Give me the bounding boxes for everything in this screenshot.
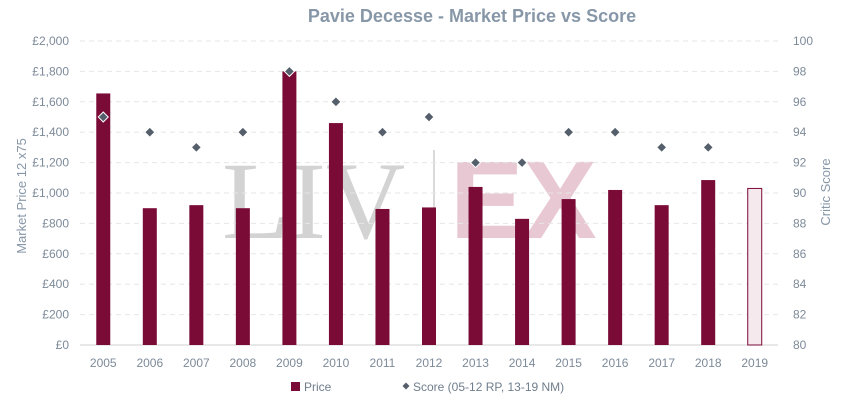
score-marker (190, 141, 203, 154)
price-bar (375, 208, 390, 345)
y2-tick-label: 88 (793, 216, 807, 230)
x-tick-label: 2012 (416, 356, 443, 370)
x-axis-ticks: 2005 2006 2007 2008 2009 2010 2011 2012 2013 2014… (90, 356, 768, 370)
x-tick-label: 2007 (183, 356, 210, 370)
score-marker (283, 65, 296, 78)
livex-watermark-logo: LIV EX (222, 139, 597, 262)
x-tick-label: 2015 (555, 356, 582, 370)
x-tick-label: 2017 (648, 356, 675, 370)
y-tick-label: £1,600 (32, 95, 69, 109)
score-marker (237, 126, 249, 138)
x-tick-label: 2019 (741, 356, 768, 370)
legend-price-label: Price (304, 380, 332, 394)
score-marker (376, 126, 389, 138)
score-marker (516, 156, 528, 169)
score-marker (609, 126, 621, 138)
y2-tick-label: 100 (793, 34, 813, 48)
score-marker (97, 111, 109, 123)
y-tick-label: £800 (42, 216, 69, 230)
x-tick-label: 2008 (230, 356, 257, 370)
x-tick-label: 2009 (276, 356, 303, 370)
y2-tick-label: 92 (793, 156, 807, 170)
score-marker (469, 156, 482, 169)
score-marker (330, 96, 342, 108)
price-bar (328, 123, 343, 345)
legend-score-label: Score (05-12 RP, 13-19 NM) (413, 380, 564, 394)
y-tick-label: £400 (42, 277, 69, 291)
x-tick-label: 2011 (370, 356, 396, 370)
x-tick-label: 2013 (462, 356, 489, 370)
x-tick-label: 2010 (323, 356, 350, 370)
y2-tick-label: 94 (793, 125, 807, 139)
y-tick-label: £0 (56, 338, 70, 352)
y2-tick-label: 84 (793, 277, 807, 291)
score-marker (655, 141, 668, 154)
x-tick-label: 2005 (90, 356, 117, 370)
price-bar (96, 93, 111, 345)
price-bar (561, 199, 576, 345)
y2-tick-label: 96 (793, 95, 807, 109)
price-bar (654, 205, 669, 345)
y2-tick-label: 90 (793, 186, 807, 200)
x-tick-label: 2018 (695, 356, 722, 370)
score-markers (97, 65, 714, 169)
y2-tick-label: 86 (793, 247, 807, 261)
legend-price-swatch (291, 382, 300, 391)
y2-tick-label: 98 (793, 64, 807, 78)
price-bar (235, 208, 250, 345)
y-tick-label: £1,000 (32, 186, 69, 200)
watermark-divider (433, 150, 435, 240)
right-axis-ticks: 80 82 84 86 88 90 92 94 96 98 100 (793, 34, 813, 352)
y-tick-label: £200 (42, 308, 69, 322)
score-marker (562, 126, 575, 138)
legend-score-marker (402, 382, 410, 390)
score-marker (144, 126, 156, 138)
y-tick-label: £2,000 (32, 34, 69, 48)
price-bars (96, 71, 763, 346)
legend: Price Score (05-12 RP, 13-19 NM) (291, 380, 564, 394)
x-tick-label: 2016 (602, 356, 629, 370)
score-marker (702, 141, 714, 154)
price-bar (515, 218, 530, 345)
x-tick-label: 2014 (509, 356, 536, 370)
y-tick-label: £600 (42, 247, 69, 261)
y2-tick-label: 80 (793, 338, 807, 352)
right-axis-label: Critic Score (818, 158, 833, 225)
y2-tick-label: 82 (793, 308, 807, 322)
score-marker (423, 111, 435, 123)
y-tick-label: £1,400 (32, 125, 69, 139)
y-tick-label: £1,800 (32, 64, 69, 78)
price-bar (747, 187, 763, 346)
price-bar (422, 207, 436, 345)
watermark-liv: LIV (222, 140, 405, 262)
x-tick-label: 2006 (136, 356, 163, 370)
price-bar (608, 189, 623, 345)
chart-title: Pavie Decesse - Market Price vs Score (308, 6, 636, 26)
price-bar (701, 180, 716, 345)
left-axis-label: Market Price 12 x75 (14, 138, 29, 254)
left-axis-ticks: £0 £200 £400 £600 £800 £1,000 £1,200 £1,400 £1,6… (32, 34, 69, 352)
price-bar (189, 205, 204, 345)
price-bar (142, 208, 157, 345)
y-tick-label: £1,200 (32, 156, 69, 170)
price-bar (282, 71, 297, 346)
price-bar (468, 186, 483, 345)
